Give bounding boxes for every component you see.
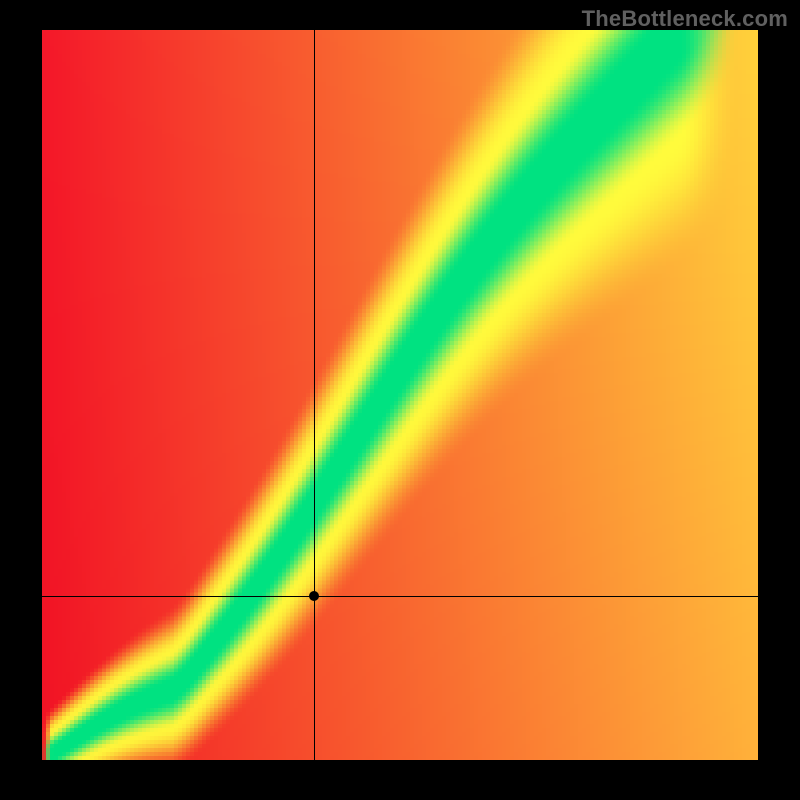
crosshair-vertical xyxy=(314,30,315,760)
heatmap-plot xyxy=(42,30,758,760)
heatmap-canvas xyxy=(42,30,758,760)
crosshair-horizontal xyxy=(42,596,758,597)
watermark-label: TheBottleneck.com xyxy=(582,6,788,32)
marker-point xyxy=(309,591,319,601)
chart-root: TheBottleneck.com xyxy=(0,0,800,800)
